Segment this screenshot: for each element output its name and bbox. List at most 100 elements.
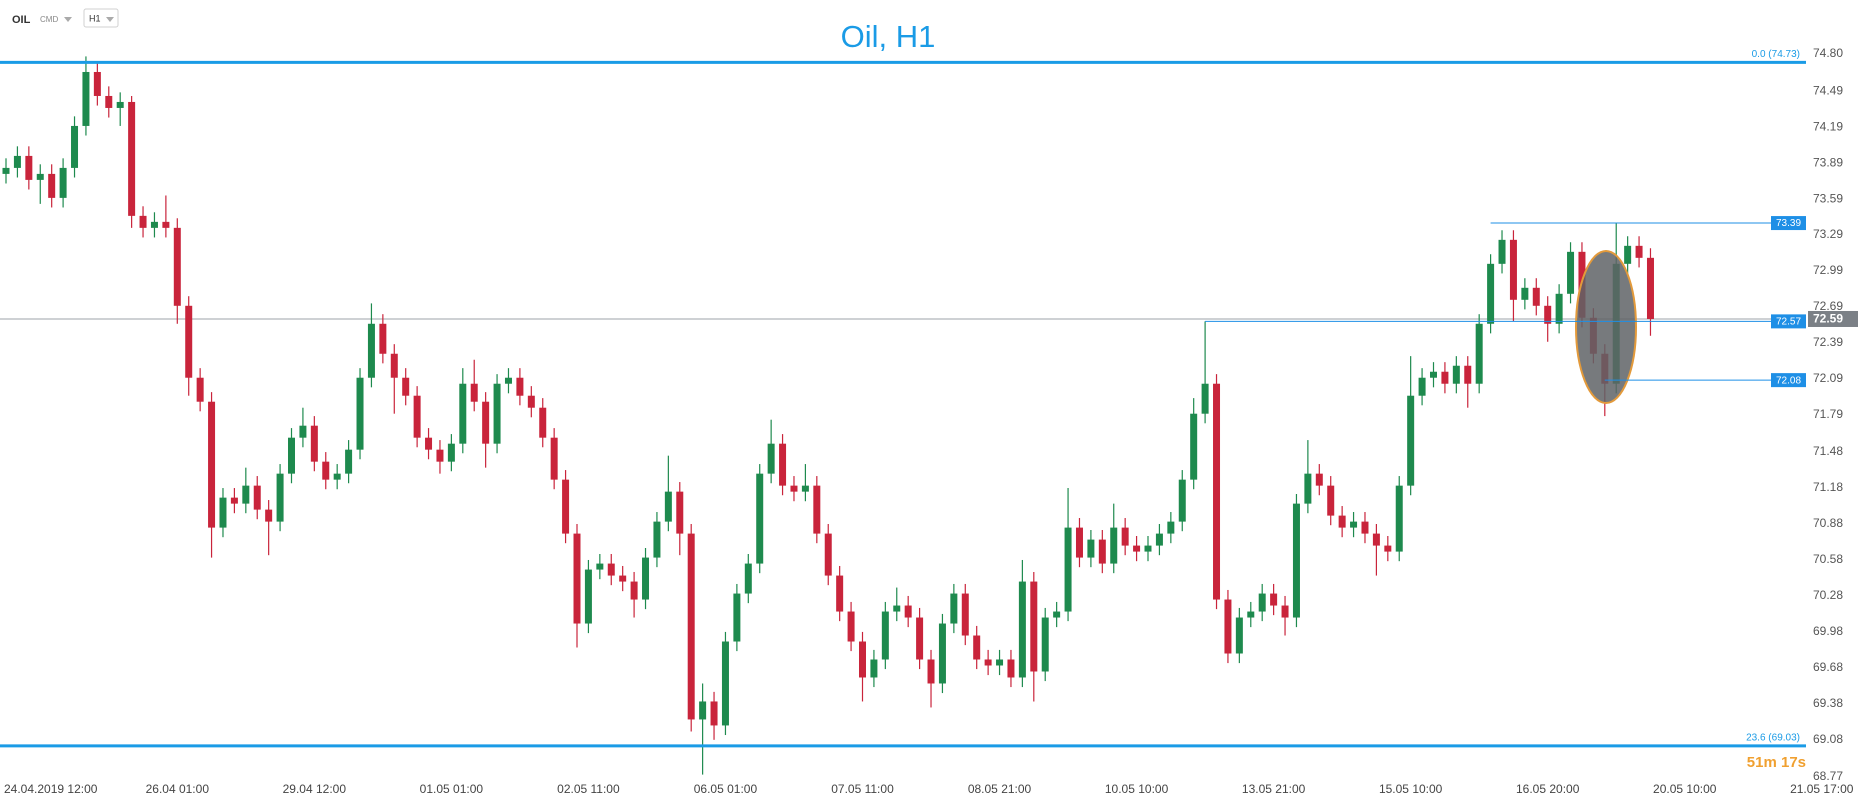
candle-body — [208, 401, 216, 528]
y-tick-label: 74.49 — [1813, 83, 1843, 97]
candle-body — [493, 383, 501, 444]
y-tick-label: 73.59 — [1813, 191, 1843, 205]
candle-body — [1178, 479, 1186, 522]
candle-body — [664, 491, 672, 522]
candle-body — [425, 437, 433, 450]
y-tick-label: 68.77 — [1813, 769, 1843, 783]
timeframe[interactable]: H1 — [89, 13, 101, 23]
candle-body — [1635, 245, 1643, 258]
candle-body — [139, 215, 147, 228]
candle-body — [299, 425, 307, 438]
dropdown-arrow[interactable] — [106, 17, 114, 22]
candle-body — [1567, 251, 1575, 294]
candle-body — [402, 377, 410, 396]
y-tick-label: 69.38 — [1813, 696, 1843, 710]
candle-body — [1327, 485, 1335, 516]
candle-body — [1384, 545, 1392, 552]
candle-body — [59, 167, 67, 198]
candle-body — [642, 557, 650, 600]
candle-body — [1361, 521, 1369, 534]
candle-body — [1224, 599, 1232, 654]
candle-body — [961, 593, 969, 636]
candle-body — [1053, 611, 1061, 618]
candle-body — [984, 659, 992, 666]
candle-body — [516, 377, 524, 396]
candle-body — [1521, 287, 1529, 300]
candle-body — [1532, 287, 1540, 306]
candle-body — [1315, 473, 1323, 486]
y-tick-label: 70.88 — [1813, 516, 1843, 530]
candle-body — [265, 509, 273, 522]
candle-body — [836, 575, 844, 612]
candle-body — [128, 101, 136, 216]
price-marker-box — [1771, 314, 1806, 329]
candle-body — [1281, 605, 1289, 618]
candle-body — [333, 473, 341, 480]
candle-body — [105, 95, 113, 108]
x-tick-label: 02.05 11:00 — [557, 782, 620, 796]
candle-body — [116, 101, 124, 108]
candle-body — [847, 611, 855, 642]
candle-body — [367, 323, 375, 378]
candle-body — [927, 659, 935, 684]
x-tick-label: 21.05 17:00 — [1790, 782, 1854, 796]
candle-body — [25, 155, 33, 180]
candle-body — [185, 305, 193, 378]
candle-body — [230, 497, 238, 504]
x-tick-label: 16.05 20:00 — [1516, 782, 1580, 796]
candle-body — [48, 173, 56, 198]
candle-body — [242, 485, 250, 504]
candle-body — [756, 473, 764, 564]
candle-body — [390, 353, 398, 378]
candle-body — [550, 437, 558, 480]
candle-body — [539, 407, 547, 438]
candle-body — [1258, 593, 1266, 612]
dropdown-arrow[interactable] — [64, 17, 72, 22]
candle-body — [1018, 581, 1026, 678]
candle-body — [744, 563, 752, 594]
y-tick-label: 74.19 — [1813, 119, 1843, 133]
x-tick-label: 13.05 21:00 — [1242, 782, 1306, 796]
price-marker-label: 73.39 — [1776, 218, 1801, 229]
symbol[interactable]: OIL — [12, 14, 31, 26]
candle-body — [1372, 533, 1380, 546]
candle-body — [653, 521, 661, 558]
candle-body — [1544, 305, 1552, 324]
x-tick-label: 15.05 10:00 — [1379, 782, 1443, 796]
x-tick-label: 29.04 12:00 — [283, 782, 347, 796]
candle-body — [1075, 527, 1083, 558]
candle-body — [1487, 263, 1495, 324]
candle-body — [1190, 413, 1198, 480]
candle-body — [1418, 377, 1426, 396]
candle-body — [1110, 527, 1118, 564]
y-tick-label: 72.39 — [1813, 335, 1843, 349]
candle-body — [310, 425, 318, 462]
candle-body — [436, 449, 444, 462]
candle-body — [1430, 371, 1437, 378]
candle-body — [824, 533, 832, 576]
candle-body — [345, 449, 353, 474]
x-tick-label: 24.04.2019 12:00 — [4, 782, 98, 796]
candle-body — [1498, 239, 1506, 264]
current-price-label: 72.59 — [1813, 312, 1843, 326]
price-marker-box — [1771, 216, 1806, 231]
candle-body — [584, 569, 592, 624]
candle-body — [1407, 395, 1415, 486]
candle-body — [150, 221, 158, 228]
candle-body — [71, 125, 79, 168]
candle-body — [1441, 371, 1449, 384]
symbol-type: CMD — [40, 15, 58, 24]
timeframe-box[interactable] — [83, 8, 119, 28]
candle-body — [573, 533, 581, 624]
price-marker-label: 72.57 — [1776, 317, 1801, 328]
candle-body — [904, 605, 912, 618]
candle-body — [1624, 245, 1632, 264]
candle-body — [219, 497, 227, 528]
candle-body — [1464, 365, 1472, 384]
candle-body — [276, 473, 284, 522]
ellipse-annotation — [1575, 250, 1637, 404]
candle-body — [1201, 383, 1209, 414]
x-tick-label: 06.05 01:00 — [694, 782, 758, 796]
